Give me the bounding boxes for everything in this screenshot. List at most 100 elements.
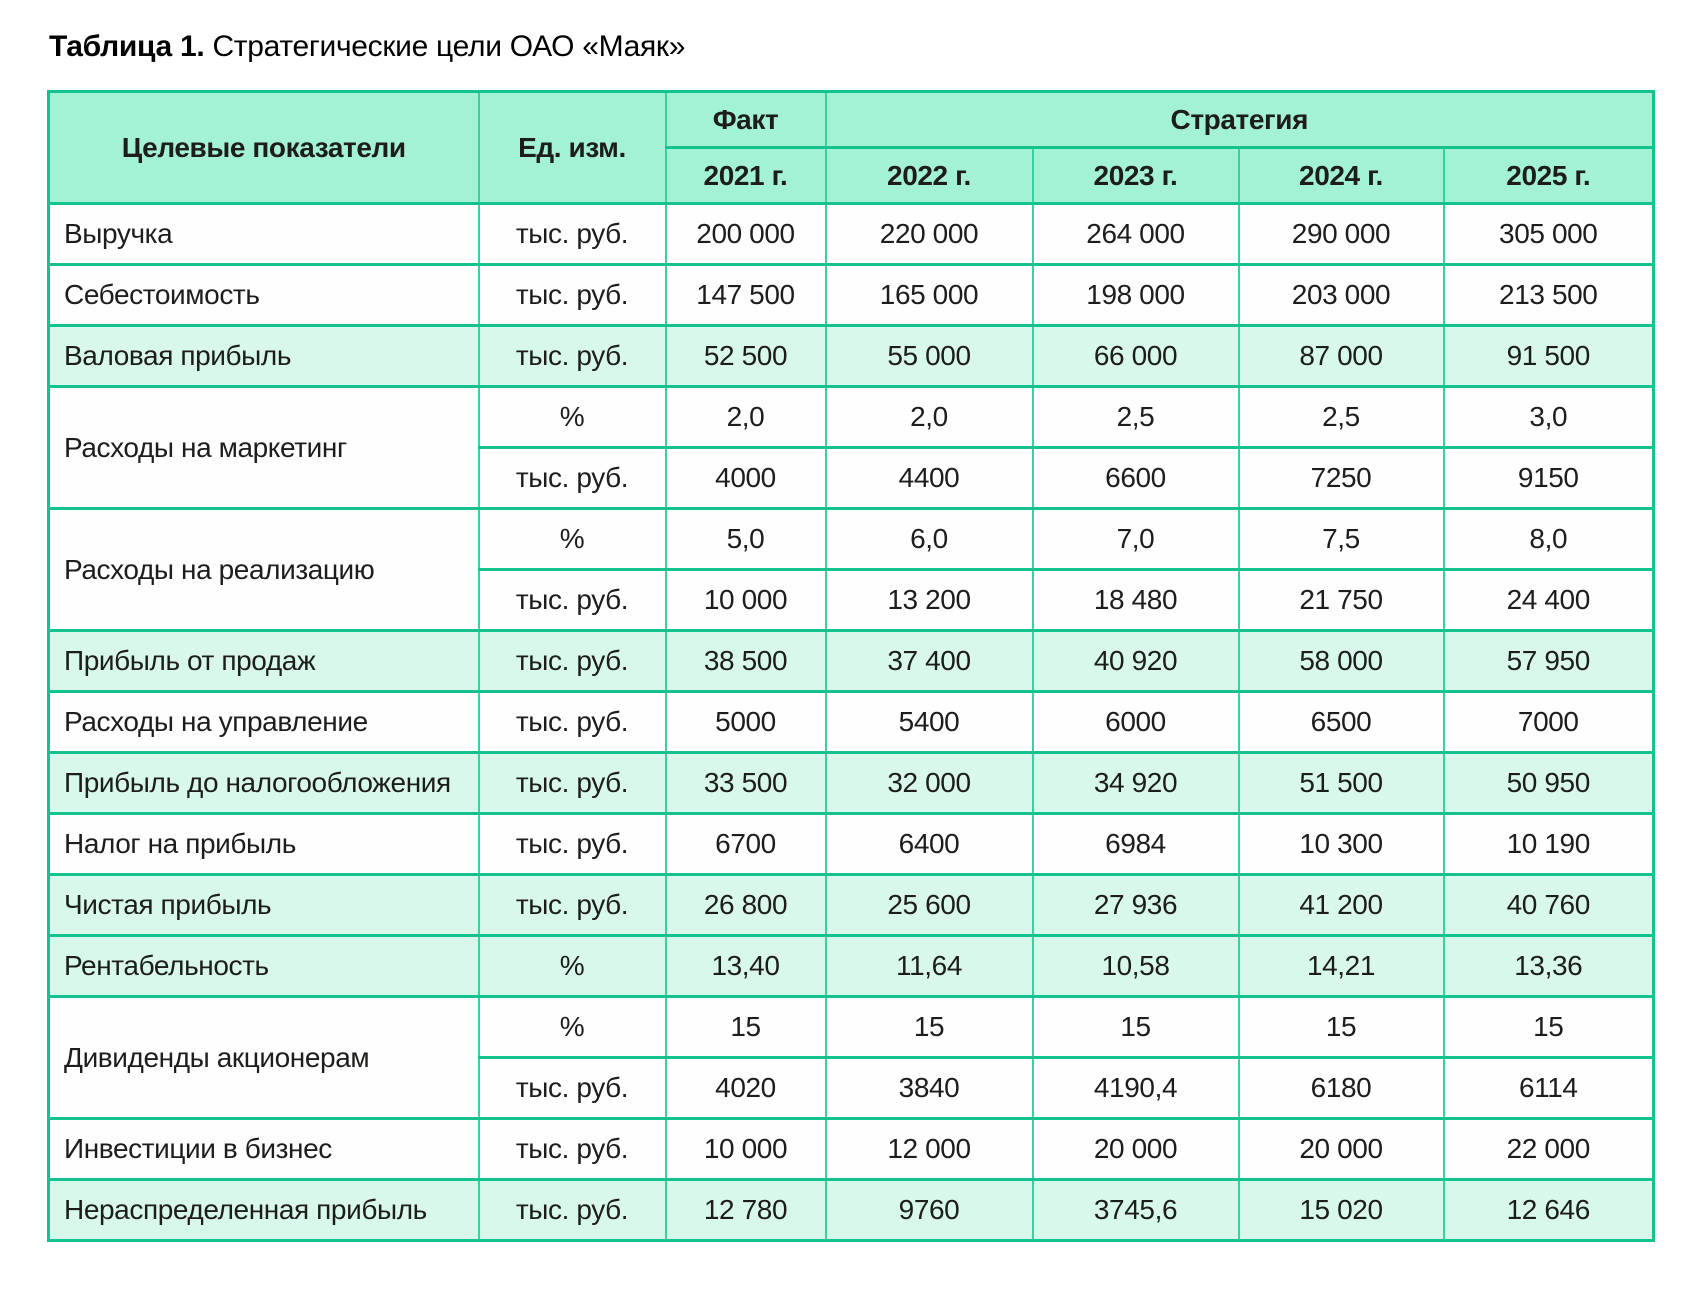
value-cell: 41 200	[1237, 873, 1445, 937]
value-cell: 3840	[824, 1056, 1034, 1120]
value-cell: 15 020	[1237, 1178, 1445, 1242]
value-cell: 26 800	[664, 873, 827, 937]
header-fact: Факт	[664, 90, 827, 149]
value-cell: 7250	[1237, 446, 1445, 510]
value-cell: 3745,6	[1031, 1178, 1240, 1242]
unit-cell: тыс. руб.	[477, 324, 667, 388]
value-cell: 6984	[1031, 812, 1240, 876]
header-strategy: Стратегия	[824, 90, 1655, 149]
value-cell: 147 500	[664, 263, 827, 327]
unit-cell: тыс. руб.	[477, 202, 667, 266]
table-row: Валовая прибыль тыс. руб. 52 500 55 000 66 0…	[47, 324, 1655, 388]
unit-cell: тыс. руб.	[477, 812, 667, 876]
strategic-goals-table: Целевые показатели Ед. изм. Факт Стратег…	[47, 90, 1656, 1242]
value-cell: 2,0	[824, 385, 1034, 449]
unit-cell: тыс. руб.	[477, 1117, 667, 1181]
value-cell: 3,0	[1442, 385, 1655, 449]
value-cell: 66 000	[1031, 324, 1240, 388]
table-row: Инвестиции в бизнес тыс. руб. 10 000 12 000…	[47, 1117, 1655, 1181]
value-cell: 34 920	[1031, 751, 1240, 815]
value-cell: 7000	[1442, 690, 1655, 754]
header-year-2024: 2024 г.	[1237, 146, 1445, 205]
unit-cell: тыс. руб.	[477, 446, 667, 510]
value-cell: 305 000	[1442, 202, 1655, 266]
value-cell: 55 000	[824, 324, 1034, 388]
value-cell: 22 000	[1442, 1117, 1655, 1181]
table-row: Чистая прибыль тыс. руб. 26 800 25 600 27 93…	[47, 873, 1655, 937]
value-cell: 13,40	[664, 934, 827, 998]
header-year-2021: 2021 г.	[664, 146, 827, 205]
value-cell: 6700	[664, 812, 827, 876]
indicator-cell: Расходы на маркетинг	[47, 385, 480, 510]
value-cell: 12 000	[824, 1117, 1034, 1181]
value-cell: 165 000	[824, 263, 1034, 327]
table-row: Прибыль от продаж тыс. руб. 38 500 37 400 40…	[47, 629, 1655, 693]
value-cell: 5000	[664, 690, 827, 754]
table-body: Выручка тыс. руб. 200 000 220 000 264 000 290…	[47, 202, 1655, 1242]
value-cell: 40 920	[1031, 629, 1240, 693]
value-cell: 50 950	[1442, 751, 1655, 815]
indicator-cell: Выручка	[47, 202, 480, 266]
indicator-cell: Валовая прибыль	[47, 324, 480, 388]
value-cell: 203 000	[1237, 263, 1445, 327]
unit-cell: тыс. руб.	[477, 751, 667, 815]
value-cell: 87 000	[1237, 324, 1445, 388]
value-cell: 6400	[824, 812, 1034, 876]
table-row: тыс. руб. 10 000 13 200 18 480 21 750 24 400	[49, 568, 1655, 632]
unit-cell: %	[477, 934, 667, 998]
value-cell: 15	[1237, 995, 1445, 1059]
value-cell: 6000	[1031, 690, 1240, 754]
indicator-cell: Себестоимость	[47, 263, 480, 327]
value-cell: 15	[1031, 995, 1240, 1059]
value-cell: 9760	[824, 1178, 1034, 1242]
value-cell: 5,0	[664, 507, 827, 571]
table-row: Расходы на маркетинг% 2,0 2,0 2,5 2,5 3,0	[47, 385, 1655, 510]
unit-cell: тыс. руб.	[477, 629, 667, 693]
table-row: Налог на прибыль тыс. руб. 6700 6400 6984 10 …	[47, 812, 1655, 876]
page-title: Таблица 1. Стратегические цели ОАО «Маяк…	[49, 30, 1652, 64]
indicator-cell: Рентабельность	[47, 934, 480, 998]
indicator-cell: Чистая прибыль	[47, 873, 480, 937]
value-cell: 21 750	[1237, 568, 1445, 632]
indicator-cell: Нераспределенная прибыль	[47, 1178, 480, 1242]
value-cell: 91 500	[1442, 324, 1655, 388]
table-row: Выручка тыс. руб. 200 000 220 000 264 000 290…	[47, 202, 1655, 266]
value-cell: 10 300	[1237, 812, 1445, 876]
value-cell: 57 950	[1442, 629, 1655, 693]
header-year-2025: 2025 г.	[1442, 146, 1655, 205]
value-cell: 10,58	[1031, 934, 1240, 998]
value-cell: 52 500	[664, 324, 827, 388]
value-cell: 15	[1442, 995, 1655, 1059]
unit-cell: тыс. руб.	[477, 873, 667, 937]
value-cell: 7,5	[1237, 507, 1445, 571]
indicator-cell: Инвестиции в бизнес	[47, 1117, 480, 1181]
value-cell: 24 400	[1442, 568, 1655, 632]
table-row: Дивиденды акционерам% 15 15 15 15 15	[47, 995, 1655, 1120]
header-unit: Ед. изм.	[477, 90, 667, 205]
unit-cell: тыс. руб.	[477, 568, 667, 632]
value-cell: 200 000	[664, 202, 827, 266]
value-cell: 8,0	[1442, 507, 1655, 571]
value-cell: 9150	[1442, 446, 1655, 510]
unit-cell: %	[477, 385, 667, 449]
indicator-cell: Расходы на управление	[47, 690, 480, 754]
value-cell: 27 936	[1031, 873, 1240, 937]
value-cell: 13 200	[824, 568, 1034, 632]
table-row: Расходы на реализацию% 5,0 6,0 7,0 7,5 8,0	[47, 507, 1655, 632]
value-cell: 4020	[664, 1056, 827, 1120]
value-cell: 25 600	[824, 873, 1034, 937]
value-cell: 40 760	[1442, 873, 1655, 937]
value-cell: 7,0	[1031, 507, 1240, 571]
value-cell: 10 000	[664, 1117, 827, 1181]
table-row: Прибыль до налогообложения тыс. руб. 33 50…	[47, 751, 1655, 815]
page: Таблица 1. Стратегические цели ОАО «Маяк…	[47, 30, 1656, 1242]
indicator-cell: Дивиденды акционерам	[47, 995, 480, 1120]
value-cell: 264 000	[1031, 202, 1240, 266]
value-cell: 290 000	[1237, 202, 1445, 266]
value-cell: 15	[664, 995, 827, 1059]
header-year-2023: 2023 г.	[1031, 146, 1240, 205]
unit-cell: %	[477, 507, 667, 571]
table-row: Расходы на управление тыс. руб. 5000 5400 60…	[47, 690, 1655, 754]
header-indicator: Целевые показатели	[47, 90, 480, 205]
unit-cell: %	[477, 995, 667, 1059]
